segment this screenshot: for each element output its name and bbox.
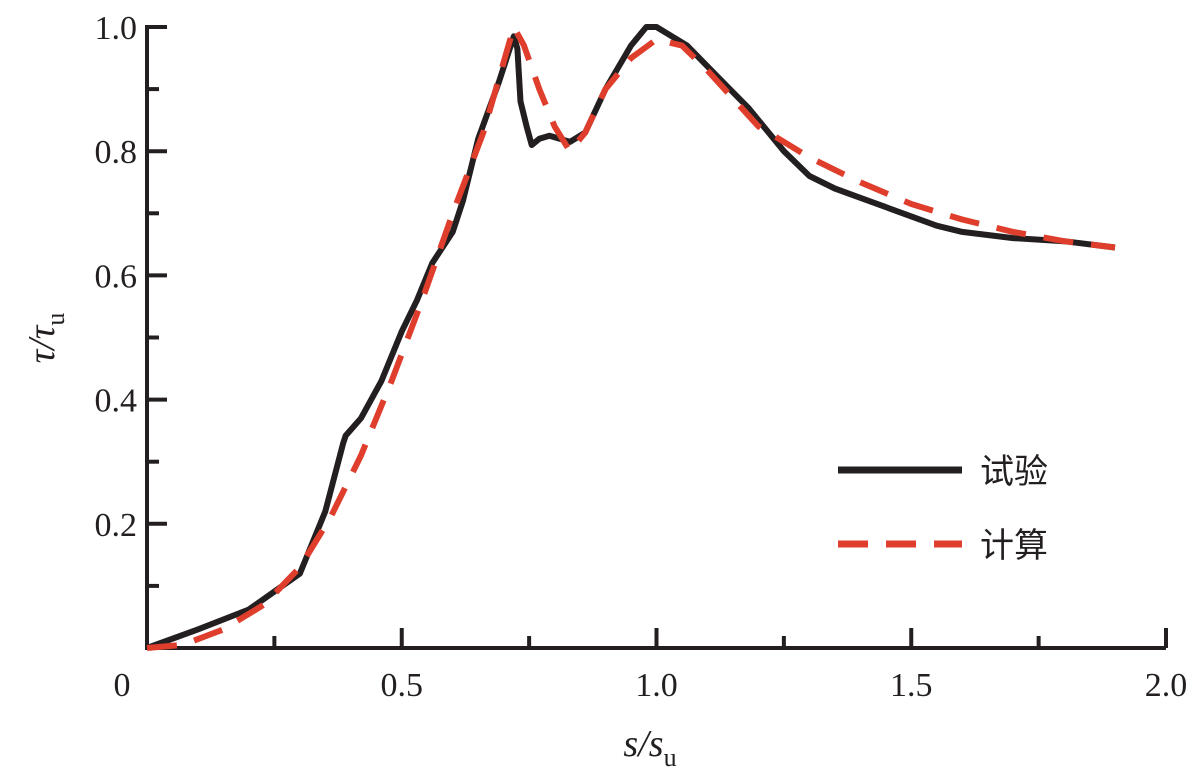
- x-tick-label: 0: [114, 667, 131, 704]
- legend-label-test: 试验: [980, 452, 1048, 492]
- legend: 试验 计算: [838, 452, 1048, 566]
- y-axis-title: τ/τu: [21, 313, 70, 364]
- y-tick-label: 0.4: [95, 383, 138, 420]
- y-tick-label: 0.8: [95, 134, 138, 171]
- x-tick-label: 1.5: [890, 667, 933, 704]
- x-tick-label: 0.5: [381, 667, 424, 704]
- series-layer: [145, 24, 1116, 651]
- series-line-test: [145, 24, 1116, 651]
- x-axis-title: s/su: [623, 723, 676, 772]
- x-tick-label: 1.0: [635, 667, 678, 704]
- y-tick-label: 1.0: [95, 10, 138, 47]
- tick-labels: 0 0.5 1.0 1.5 2.0 0.2 0.4 0.6 0.8 1.0: [95, 10, 1188, 704]
- x-tick-label: 2.0: [1145, 667, 1188, 704]
- tick-marks: [147, 25, 1168, 648]
- series-line-calc: [146, 24, 1116, 651]
- y-tick-label: 0.2: [95, 507, 138, 544]
- y-tick-label: 0.6: [95, 258, 138, 295]
- legend-label-calc: 计算: [980, 526, 1048, 566]
